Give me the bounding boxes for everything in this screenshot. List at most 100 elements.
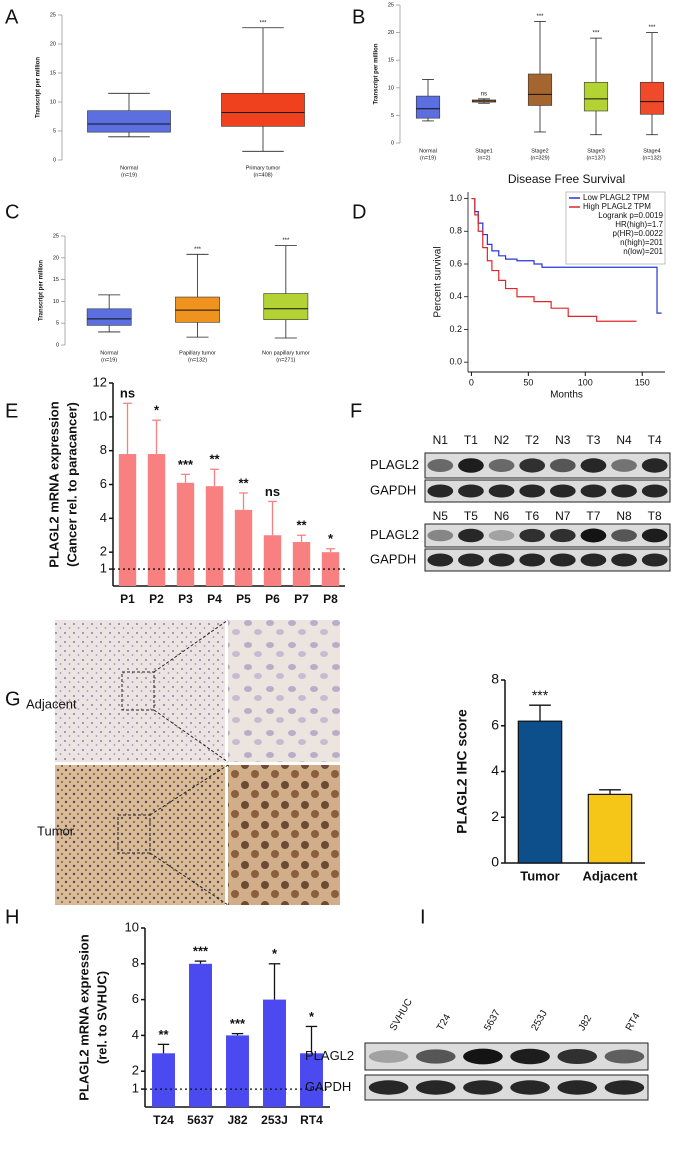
bar (263, 999, 286, 1107)
x-tick-label: 100 (578, 377, 593, 387)
x-tick-label: 50 (523, 377, 533, 387)
blot-band (549, 528, 576, 543)
x-tick-label: 0 (469, 377, 474, 387)
blot-band (458, 528, 484, 543)
blot-band (611, 484, 637, 498)
ihc-row-label: Tumor (37, 823, 75, 838)
x-tick-label: Normal (120, 165, 138, 171)
x-tick-sublabel: (n=329) (530, 155, 549, 161)
lane-label: RT4 (624, 1011, 643, 1033)
blot-band (368, 1080, 409, 1095)
significance: * (154, 403, 160, 418)
y-tick-label: 0 (391, 140, 394, 146)
panel-label: C (5, 201, 19, 223)
blot-band (510, 1048, 550, 1065)
significance: *** (178, 457, 194, 472)
y-tick-label: 4 (491, 762, 499, 778)
ihc-zoom (228, 620, 340, 762)
y-tick-label: 0.4 (449, 291, 462, 301)
legend-stat: HR(high)=1.7 (615, 220, 663, 229)
y-axis-label: (Cancer rel. to paracancer) (64, 402, 79, 567)
box (527, 73, 553, 106)
blot-band (427, 459, 454, 472)
blot-row-label: PLAGL2 (305, 1048, 354, 1063)
bar (226, 1035, 249, 1107)
x-tick-label: J82 (227, 1113, 247, 1127)
y-axis-label: (rel. to SVHUC) (94, 971, 109, 1064)
blot-strip (364, 1074, 649, 1101)
y-tick-label: 25 (50, 12, 56, 18)
panel-label: E (5, 400, 18, 422)
x-tick-sublabel: (n=19) (420, 155, 436, 161)
x-tick-label: P5 (236, 592, 251, 606)
zoom-box (121, 671, 155, 711)
y-tick-label: 1.0 (449, 193, 462, 203)
significance: ns (481, 91, 487, 97)
box (263, 293, 309, 321)
x-tick-label: P1 (120, 592, 135, 606)
panel-label: D (352, 201, 366, 223)
y-tick-label: 6 (491, 716, 499, 732)
blot-band (604, 1049, 645, 1064)
x-tick-sublabel: (n=137) (586, 155, 605, 161)
x-tick-sublabel: (n=2) (478, 155, 491, 161)
lane-label: 5637 (482, 1008, 503, 1033)
significance: *** (194, 247, 202, 253)
y-axis-label: Transcript per million (36, 57, 42, 118)
blot-band (488, 553, 515, 567)
blot-band (557, 1048, 598, 1065)
blot-band (415, 1080, 456, 1095)
x-tick-label: 5637 (187, 1113, 214, 1127)
panel-label: G (5, 688, 21, 710)
box (583, 81, 609, 112)
blot-band (368, 1050, 409, 1063)
blot-band (427, 553, 454, 567)
y-tick-label: 5 (53, 128, 56, 134)
y-tick-label: 0 (53, 157, 56, 163)
blot-band (519, 528, 546, 543)
y-tick-label: 6 (100, 476, 107, 491)
y-tick-label: 15 (50, 70, 56, 76)
lane-label: N7 (555, 509, 571, 523)
box (639, 81, 665, 115)
x-tick-label: P8 (323, 592, 338, 606)
lane-label: T5 (464, 509, 478, 523)
y-tick-label: 20 (50, 41, 56, 47)
zoom-line (153, 709, 229, 763)
blot-band (463, 1048, 503, 1065)
bar (587, 793, 633, 864)
chart-title: Disease Free Survival (508, 172, 625, 186)
x-tick-label: Normal (100, 350, 118, 356)
lane-label: N4 (616, 433, 632, 447)
significance: ** (209, 452, 220, 467)
blot-row-label: GAPDH (370, 482, 416, 497)
y-axis-label: PLAGL2 mRNA expression (76, 934, 91, 1100)
lane-label: T7 (586, 509, 600, 523)
blot-band (549, 458, 576, 473)
significance: ** (158, 1027, 169, 1042)
blot-band (580, 484, 607, 498)
panel-label: H (5, 906, 19, 928)
lane-label: T2 (525, 433, 539, 447)
lane-label: T6 (525, 509, 539, 523)
y-tick-label: 12 (93, 374, 107, 389)
y-tick-label: 1 (100, 561, 107, 576)
blot-row-label: PLAGL2 (370, 457, 419, 472)
box (221, 93, 305, 127)
box (415, 95, 441, 119)
blot-band (488, 484, 515, 498)
bar (147, 454, 166, 586)
panel-label: F (350, 400, 362, 422)
y-tick-label: 0.0 (449, 357, 462, 367)
lane-label: N6 (494, 509, 510, 523)
panel-label: A (5, 6, 19, 28)
blot-band (557, 1080, 598, 1095)
blot-band (488, 459, 515, 472)
x-tick-label: Primary tumor (246, 165, 281, 171)
y-tick-label: 6 (132, 991, 139, 1006)
y-tick-label: 0 (56, 342, 59, 348)
bar (300, 1053, 323, 1107)
x-tick-label: 253J (261, 1113, 288, 1127)
bar (152, 1053, 175, 1107)
